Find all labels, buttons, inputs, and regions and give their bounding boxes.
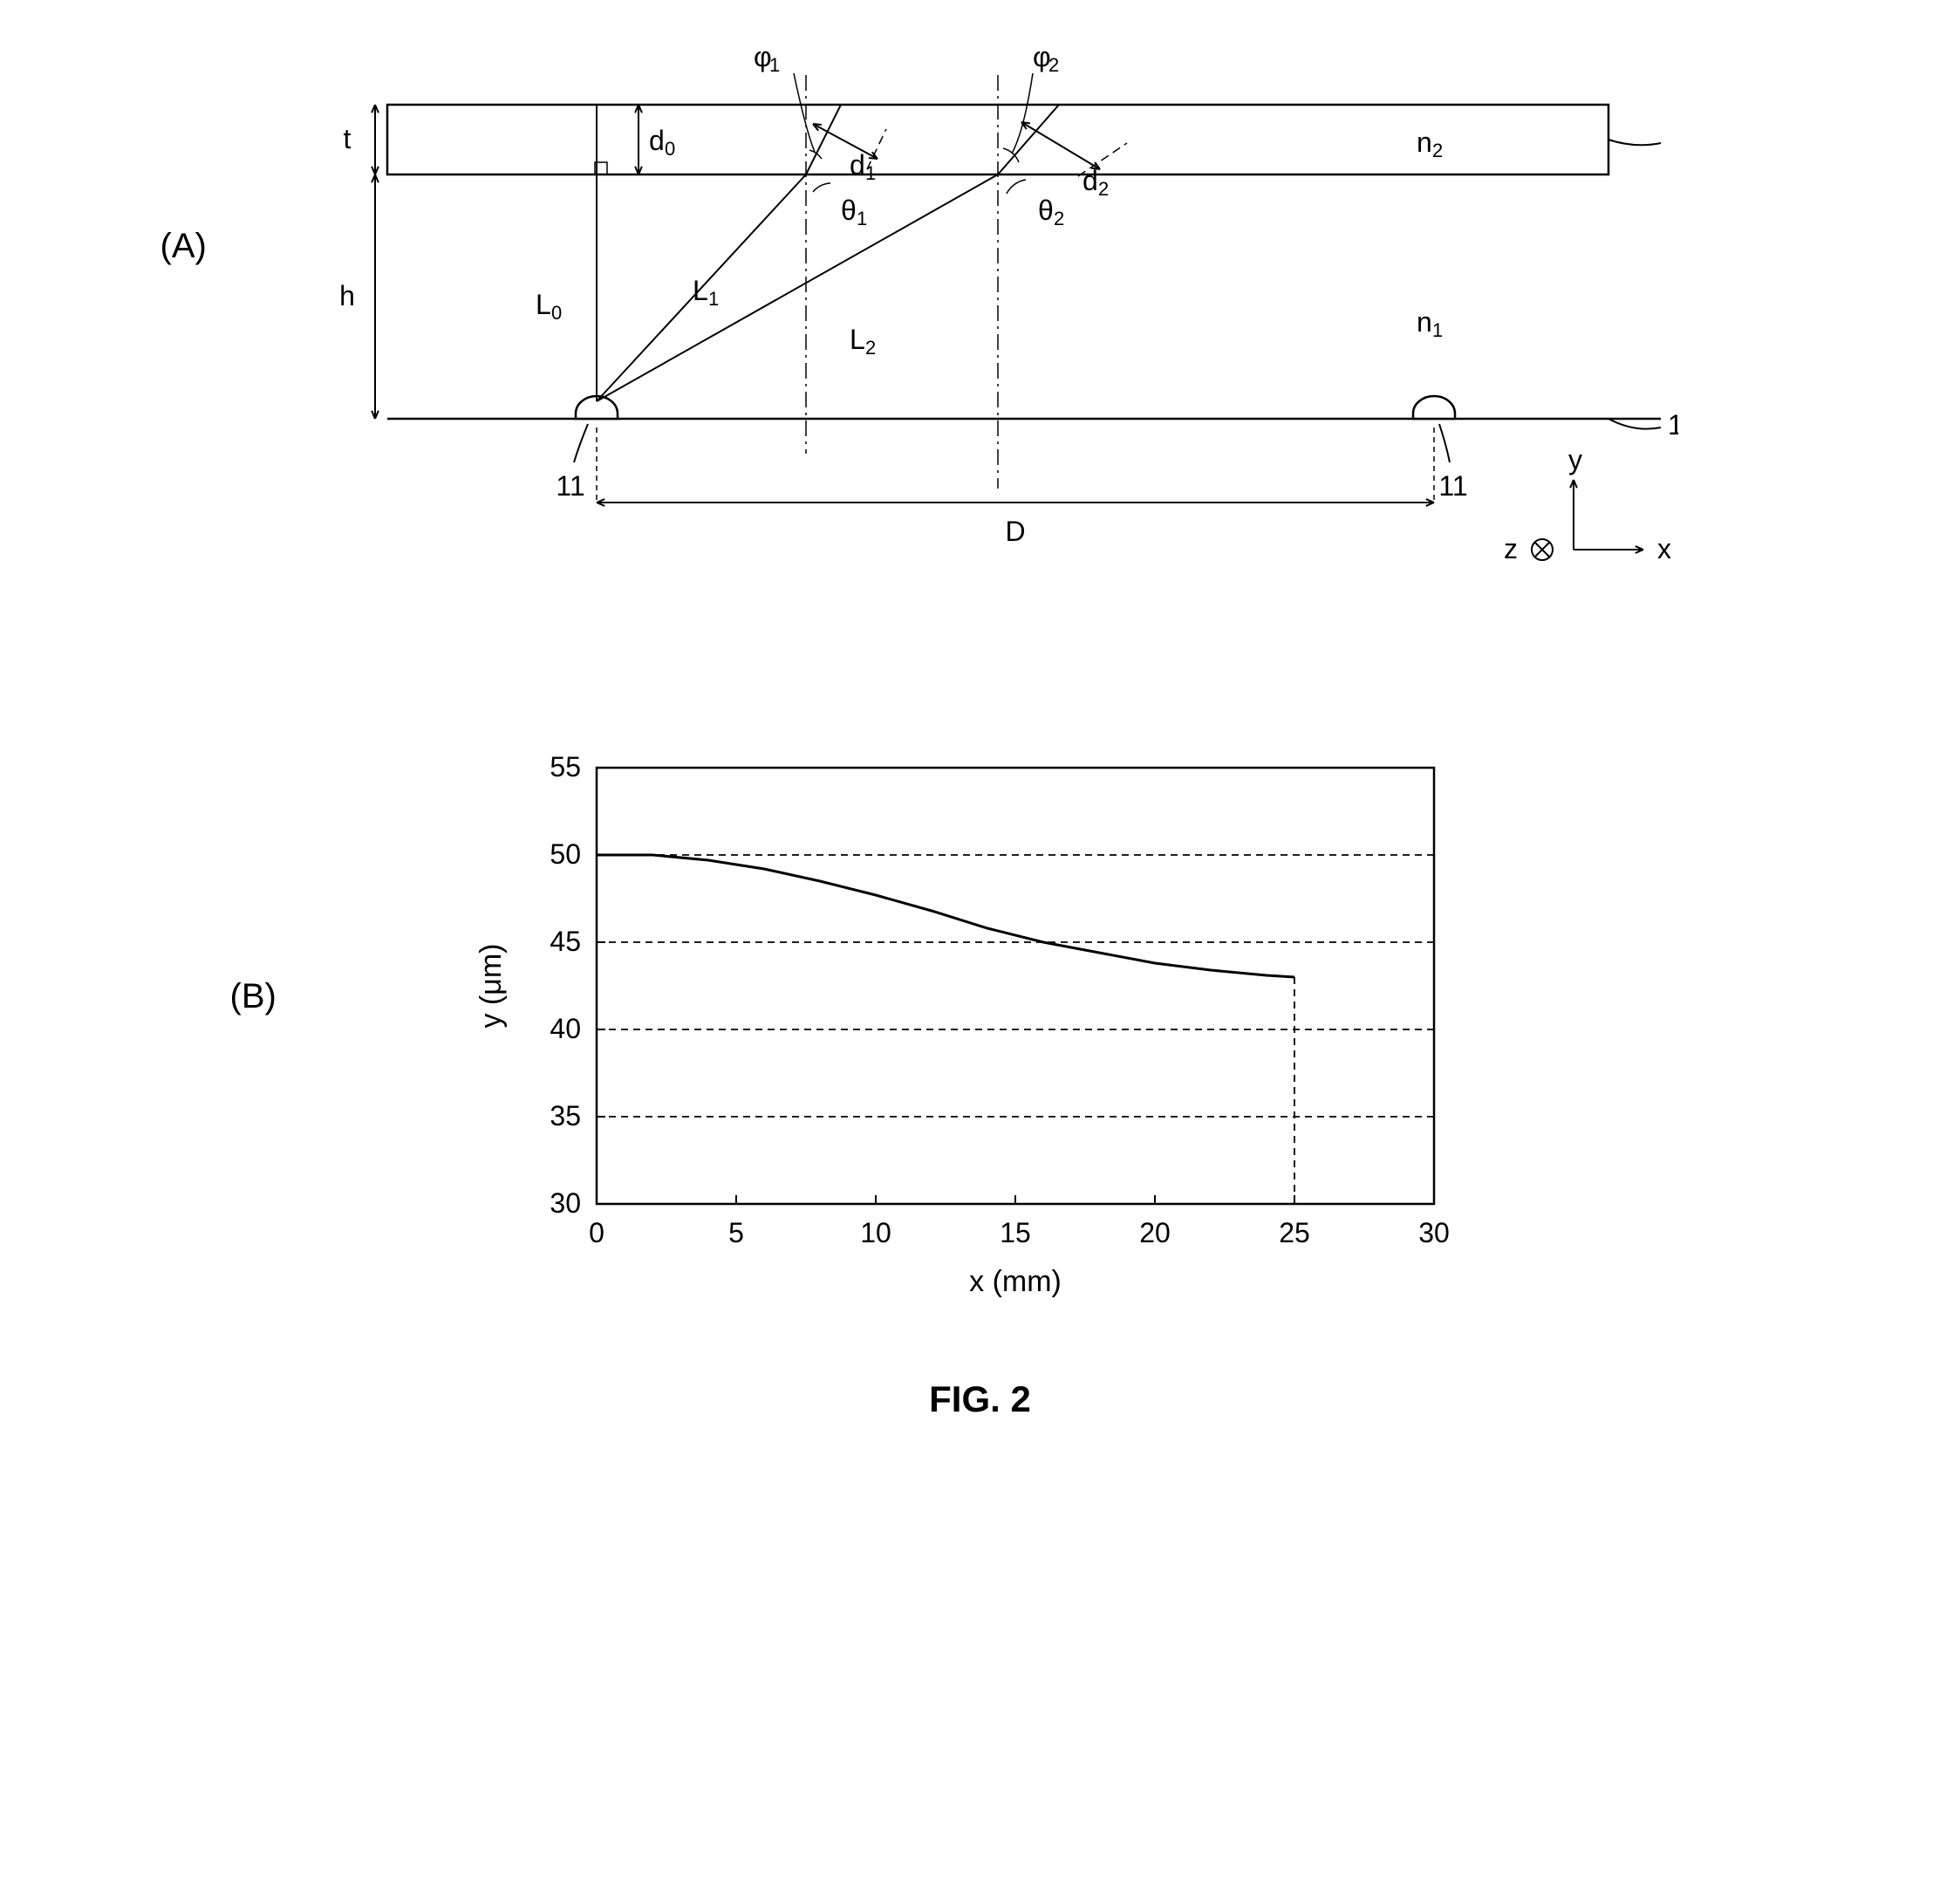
svg-text:θ: θ	[841, 195, 857, 226]
svg-text:45: 45	[550, 926, 581, 957]
svg-text:y (μm): y (μm)	[475, 943, 508, 1028]
svg-text:z: z	[1504, 533, 1518, 564]
svg-text:2: 2	[865, 337, 876, 359]
panel-a: (A) thd0L0θ1φ1d1L1θ2φ2d2L2n2n11210D1111x…	[283, 35, 1678, 558]
panel-b: (B) 303540455055051015202530x (mm)y (μm)	[457, 733, 1504, 1344]
svg-text:30: 30	[550, 1187, 581, 1219]
svg-text:2: 2	[1098, 178, 1109, 200]
svg-text:1: 1	[708, 288, 719, 310]
svg-text:10: 10	[860, 1217, 891, 1248]
svg-text:20: 20	[1139, 1217, 1171, 1248]
svg-text:x: x	[1657, 533, 1671, 564]
svg-text:25: 25	[1279, 1217, 1310, 1248]
svg-text:1: 1	[865, 162, 876, 184]
svg-text:D: D	[1005, 516, 1025, 547]
svg-text:2: 2	[1048, 54, 1059, 76]
svg-text:d: d	[1082, 165, 1098, 196]
svg-text:d: d	[850, 149, 865, 181]
svg-text:L: L	[693, 275, 708, 306]
svg-text:t: t	[343, 123, 351, 154]
svg-text:55: 55	[550, 751, 581, 783]
svg-text:40: 40	[550, 1013, 581, 1044]
svg-text:10: 10	[1668, 409, 1678, 441]
svg-text:L: L	[850, 324, 865, 355]
svg-text:x (mm): x (mm)	[969, 1265, 1062, 1298]
panel-a-label: (A)	[160, 227, 207, 266]
diagram-a-svg: thd0L0θ1φ1d1L1θ2φ2d2L2n2n11210D1111xyz	[283, 35, 1678, 646]
svg-text:L: L	[536, 289, 551, 320]
svg-text:2: 2	[1054, 208, 1064, 229]
svg-text:1: 1	[857, 208, 867, 229]
panel-b-label: (B)	[230, 977, 277, 1016]
svg-text:d: d	[649, 125, 665, 156]
svg-text:1: 1	[769, 54, 780, 76]
svg-text:y: y	[1568, 444, 1582, 475]
svg-text:1: 1	[1432, 319, 1443, 341]
svg-text:30: 30	[1418, 1217, 1450, 1248]
svg-text:0: 0	[665, 138, 675, 160]
figure-caption: FIG. 2	[35, 1378, 1925, 1420]
svg-text:0: 0	[551, 302, 562, 324]
svg-text:n: n	[1417, 126, 1432, 158]
svg-text:35: 35	[550, 1100, 581, 1132]
svg-text:50: 50	[550, 838, 581, 870]
svg-text:5: 5	[728, 1217, 744, 1248]
svg-text:11: 11	[556, 470, 584, 502]
svg-text:n: n	[1417, 306, 1432, 338]
svg-text:15: 15	[1000, 1217, 1031, 1248]
svg-text:11: 11	[1438, 470, 1467, 502]
svg-text:0: 0	[589, 1217, 604, 1248]
chart-b-svg: 30 35 40 45 50 55 0 5 10 15 20 25 30 x (mm) y (μm)	[457, 733, 1504, 1344]
svg-text:2: 2	[1432, 140, 1443, 161]
svg-text:h: h	[339, 280, 355, 311]
svg-text:θ: θ	[1038, 195, 1054, 226]
